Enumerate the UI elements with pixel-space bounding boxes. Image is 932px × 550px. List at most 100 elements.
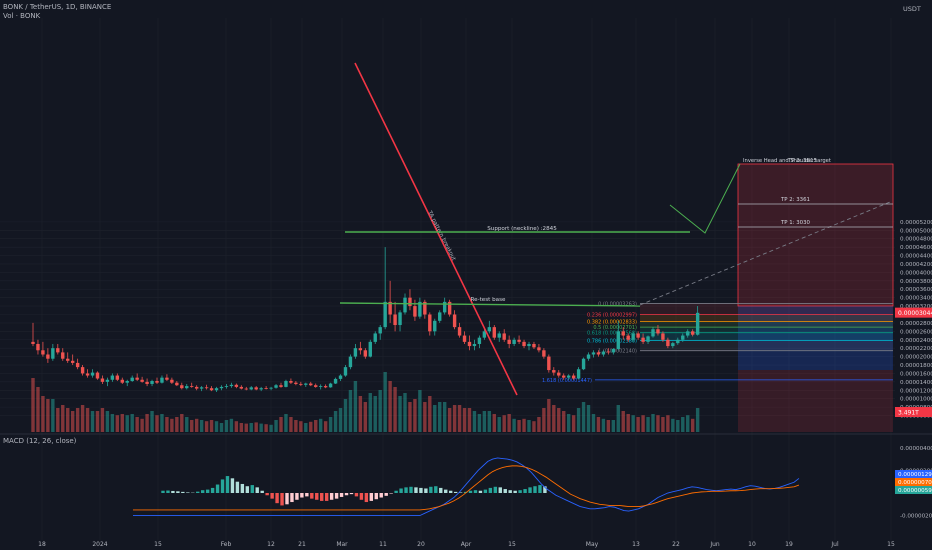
volume-bar <box>646 417 650 432</box>
price-tick-label: 0.00004000 <box>900 270 932 276</box>
macd-hist-bar <box>439 487 443 493</box>
projection-path <box>669 163 741 234</box>
macd-hist-bar <box>434 486 438 493</box>
candle-body <box>190 386 194 387</box>
price-tick-label: 0.00001200 <box>900 388 932 394</box>
macd-hist-bar <box>354 493 359 497</box>
volume-bar <box>75 408 80 432</box>
time-tick-label: 21 <box>298 541 306 548</box>
candle-body <box>433 320 437 332</box>
tp2-label: TP 2: 3361 <box>780 197 810 203</box>
volume-bar <box>304 423 308 432</box>
candle-body <box>80 367 85 374</box>
candle-body <box>552 370 556 373</box>
volume-bar <box>259 423 263 432</box>
time-tick-label: 19 <box>785 541 793 548</box>
volume-bar <box>482 411 487 432</box>
candle-body <box>209 388 214 391</box>
candle-body <box>338 375 343 379</box>
volume-bar <box>408 402 412 432</box>
macd-hist-bar <box>528 487 532 493</box>
macd-hist-bar <box>444 489 448 493</box>
volume-bar <box>328 417 333 432</box>
macd-hist-bar <box>324 493 329 501</box>
volume-bar <box>601 418 606 432</box>
candle-body <box>309 383 313 386</box>
candle-body <box>254 387 258 390</box>
macd-hist-bar <box>384 493 388 496</box>
volume-bar <box>576 408 581 432</box>
volume-bar <box>318 418 323 432</box>
volume-bar <box>264 424 268 432</box>
price-tick-label: 0.00003600 <box>900 287 932 293</box>
volume-bar <box>269 424 273 432</box>
volume-bar <box>472 411 477 432</box>
candle-body <box>328 383 333 388</box>
candle-body <box>576 369 581 379</box>
time-tick-label: 11 <box>379 541 387 548</box>
volume-bar <box>442 402 447 432</box>
candle-body <box>442 301 447 313</box>
macd-hist-bar <box>463 491 468 493</box>
volume-bar <box>378 390 382 432</box>
volume-bar <box>666 415 670 432</box>
volume-bar <box>214 421 219 432</box>
candle-body <box>318 386 323 387</box>
macd-hist-bar <box>245 486 250 493</box>
candle-body <box>269 387 273 389</box>
macd-hist-bar <box>329 493 334 500</box>
candle-body <box>160 377 164 383</box>
candle-body <box>403 297 407 313</box>
candle-body <box>671 343 675 347</box>
candle-body <box>408 297 412 307</box>
macd-hist-bar <box>399 488 403 493</box>
price-tick-label: 0.00003800 <box>900 279 932 285</box>
macd-hist-bar <box>300 493 304 498</box>
candle-body <box>56 348 60 353</box>
volume-bar <box>690 418 695 432</box>
macd-hist-bar <box>513 490 517 493</box>
volume-bar <box>497 417 501 432</box>
currency-label: USDT <box>903 5 921 13</box>
macd-badge-label: 0.00000059 <box>898 488 932 494</box>
volume-bar <box>61 405 65 432</box>
volume-bar <box>125 415 129 432</box>
macd-hist-bar <box>498 487 502 493</box>
candle-body <box>492 327 496 338</box>
candle-body <box>457 327 462 336</box>
macd-hist-bar <box>235 481 240 493</box>
volume-bar <box>636 417 640 432</box>
volume-bar <box>695 408 700 432</box>
macd-hist-bar <box>364 493 369 503</box>
volume-bar <box>31 378 35 432</box>
price-tick-label: 0.00001400 <box>900 380 932 386</box>
volume-bar <box>423 402 427 432</box>
candle-body <box>194 386 199 389</box>
candle-body <box>100 378 105 382</box>
macd-hist-bar <box>171 490 175 493</box>
macd-hist-bar <box>508 490 512 493</box>
candle-body <box>686 331 690 336</box>
candle-body <box>596 352 601 355</box>
volume-bar <box>547 399 551 432</box>
candle-body <box>566 375 571 378</box>
macd-hist-bar <box>389 493 393 494</box>
tp3-label: TP 3: 3815 <box>787 158 817 164</box>
candle-body <box>244 388 248 390</box>
candle-body <box>234 384 239 387</box>
macd-hist-bar <box>394 490 398 493</box>
volume-bar <box>611 420 616 432</box>
candle-body <box>418 301 422 317</box>
macd-hist-bar <box>518 490 522 493</box>
time-tick-label: Feb <box>221 541 232 548</box>
macd-hist-bar <box>166 490 170 493</box>
candle-body <box>75 362 80 368</box>
time-tick-label: 12 <box>267 541 275 548</box>
volume-bar <box>46 399 50 432</box>
volume-bar <box>656 415 660 432</box>
volume-bar <box>527 420 531 432</box>
candle-body <box>115 375 120 380</box>
macd-hist-bar <box>483 489 488 493</box>
candle-body <box>413 306 417 317</box>
